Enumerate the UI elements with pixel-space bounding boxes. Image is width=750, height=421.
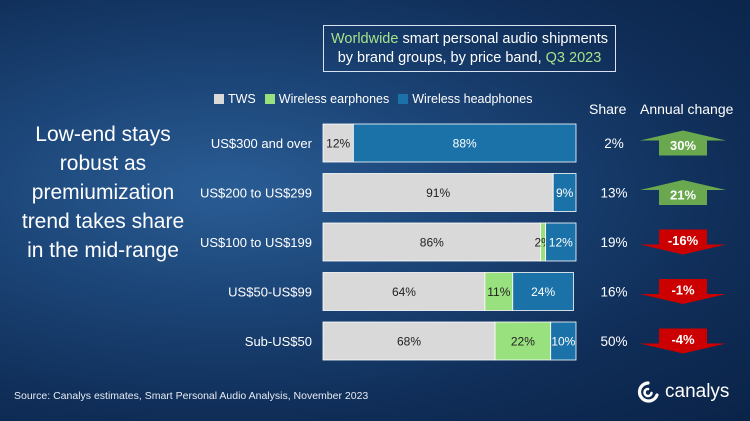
annual-change-value: 21% [670,188,696,203]
legend-label-wireless-headphones: Wireless headphones [412,92,533,106]
data-label-tws: 91% [426,186,450,200]
annual-change-value: -4% [671,332,695,347]
side-headline: Low-end stays robust as premiumization t… [21,123,185,262]
title-highlight: Worldwide [331,31,399,47]
legend-swatch-wireless-earphones [264,94,275,104]
data-label-wireless-headphones: 9% [556,186,574,200]
legend: TWS Wireless earphones Wireless headphon… [214,90,541,108]
bar-segment-wireless-headphones [512,272,574,311]
category-label: US$300 and over [211,136,313,151]
legend-label-tws: TWS [228,92,256,106]
source-note: Source: Canalys estimates, Smart Persona… [14,390,369,402]
bar-segment-wireless-earphones [494,321,552,361]
chart-title: Worldwide smart personal audio shipments… [323,25,616,72]
canalys-logo: canalys [636,381,729,403]
bar-segment-tws [322,173,554,212]
share-value: 16% [600,285,627,300]
legend-label-wireless-earphones: Wireless earphones [278,92,390,106]
bar-segment-wireless-headphones [545,222,577,262]
legend-swatch-tws [214,94,224,104]
data-label-wireless-headphones: 24% [531,285,555,299]
data-label-wireless-headphones: 88% [453,137,477,151]
data-label-tws: 86% [420,236,444,250]
annual-change-value: -16% [668,233,699,248]
data-label-tws: 12% [326,137,350,151]
bar-segment-wireless-headphones [552,173,577,212]
legend-item-wireless-earphones: Wireless earphones [264,92,390,106]
data-label-wireless-headphones: 12% [549,236,573,250]
data-label-tws: 68% [397,335,421,349]
data-label-wireless-earphones: 22% [511,335,535,349]
title-period: Q3 2023 [545,50,602,66]
share-value: 19% [600,235,627,250]
arrow-down-icon [640,279,726,304]
bar-segment-wireless-earphones [484,272,514,311]
data-label-wireless-headphones: 10% [551,335,575,349]
category-label: US$50-US$99 [228,285,312,300]
share-value: 13% [600,186,627,201]
title-line1: smart personal audio shipments [398,31,608,47]
share-value: 2% [604,136,624,151]
arrow-up-icon [640,130,726,156]
bar-segment-tws [322,123,354,163]
category-label: Sub-US$50 [245,334,312,349]
data-label-wireless-earphones: 11% [487,285,510,299]
legend-item-wireless-headphones: Wireless headphones [398,92,532,106]
legend-item-tws: TWS [214,92,256,106]
category-label: US$200 to US$299 [200,186,312,201]
arrow-up-icon [640,180,726,205]
share-column-header: Share [589,101,627,117]
annual-change-column-header: Annual change [640,101,734,117]
annual-change-value: 30% [670,138,696,153]
annual-change-value: -1% [671,283,695,298]
bar-segment-wireless-headphones [550,321,577,361]
arrow-down-icon [640,229,726,255]
share-value: 50% [600,334,627,349]
data-label-tws: 64% [392,285,416,299]
arrow-down-icon [640,328,726,354]
category-label: US$100 to US$199 [200,235,312,250]
bar-segment-tws [322,272,486,311]
canalys-logo-icon [637,381,659,403]
bar-segment-wireless-headphones [352,123,577,163]
bar-segment-tws [322,222,541,262]
title-line2: by brand groups, by price band, [337,50,546,66]
canalys-logo-text: canalys [665,381,730,402]
legend-swatch-wireless-headphones [398,94,409,104]
